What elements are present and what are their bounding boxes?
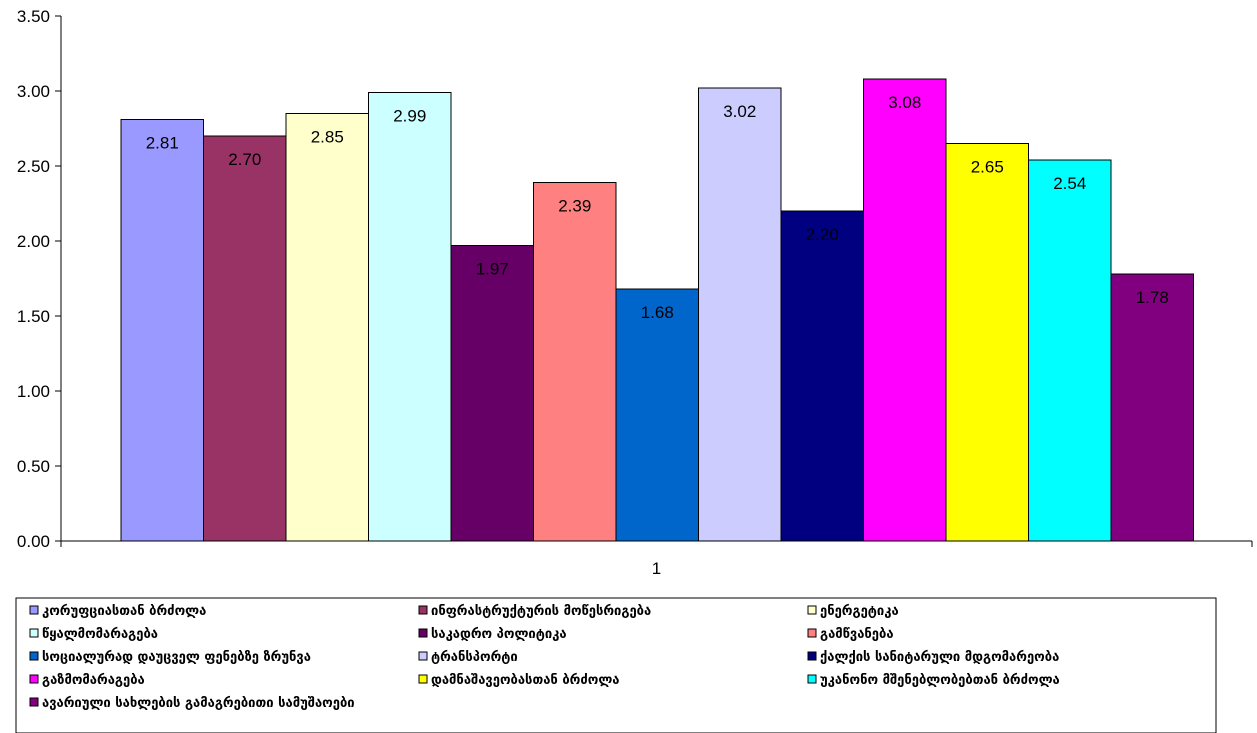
data-label: 1.68	[641, 303, 674, 322]
legend-swatch	[29, 605, 39, 615]
data-label: 1.97	[476, 260, 509, 279]
data-label: 3.08	[888, 93, 921, 112]
legend-label: ავარიული სახლების გამაგრებითი სამუშაოები	[42, 696, 355, 711]
y-tick-label: 3.50	[17, 7, 50, 26]
bar	[863, 78, 947, 542]
bar	[285, 113, 369, 542]
data-label: 2.70	[228, 150, 261, 169]
legend-label: ინფრასტრუქტურის მოწესრიგება	[431, 604, 651, 619]
data-label: 2.99	[393, 107, 426, 126]
y-tick-label: 2.00	[17, 232, 50, 251]
data-label: 2.65	[971, 158, 1004, 177]
legend-label: სოციალურად დაუცველ ფენებზე ზრუნვა	[42, 650, 311, 665]
data-labels: 2.81 2.70 2.85 2.99 1.97 2.39 1.68 3.02 2.20 3.08…	[146, 93, 1169, 322]
y-tick-label: 1.00	[17, 382, 50, 401]
y-tick-label: 3.00	[17, 82, 50, 101]
data-label: 2.20	[806, 225, 839, 244]
bar	[450, 245, 534, 542]
legend-label: დამნაშავეობასთან ბრძოლა	[431, 673, 620, 688]
bar	[945, 143, 1029, 542]
y-tick-label: 1.50	[17, 307, 50, 326]
legend-swatch	[807, 651, 817, 661]
legend-label: გამწვანება	[820, 627, 894, 642]
legend: კორუფციასთან ბრძოლა ინფრასტრუქტურის მოწეს…	[29, 604, 1060, 711]
legend-label: წყალმომარაგება	[42, 627, 158, 642]
data-label: 2.81	[146, 134, 179, 153]
legend-swatch	[807, 605, 817, 615]
x-tick-label: 1	[652, 559, 661, 578]
legend-label: ქალქის სანიტარული მდგომარეობა	[820, 650, 1059, 665]
data-label: 2.85	[311, 128, 344, 147]
legend-swatch	[418, 651, 428, 661]
bar	[1110, 273, 1194, 542]
bar	[698, 87, 782, 542]
legend-label: უკანონო მშენებლობებთან ბრძოლა	[820, 673, 1060, 688]
legend-swatch	[418, 674, 428, 684]
data-label: 2.39	[558, 197, 591, 216]
legend-swatch	[29, 674, 39, 684]
legend-label: ენერგეტიკა	[820, 604, 899, 619]
bar	[203, 135, 287, 542]
bar	[1028, 159, 1112, 542]
bar	[368, 92, 452, 542]
data-label: 2.54	[1053, 174, 1086, 193]
bar	[615, 288, 699, 542]
bar	[533, 182, 617, 542]
bar	[780, 210, 864, 542]
legend-box	[15, 597, 1217, 733]
legend-swatch	[418, 628, 428, 638]
legend-swatch	[29, 697, 39, 707]
y-tick-label: 0.50	[17, 457, 50, 476]
y-tick-label: 0.00	[17, 532, 50, 551]
bar	[120, 119, 204, 542]
y-axis-ticks: 0.00 0.50 1.00 1.50 2.00 2.50 3.00 3.50	[17, 7, 1253, 551]
legend-label: გაზმომარაგება	[42, 673, 145, 688]
bars	[120, 78, 1194, 542]
y-tick-label: 2.50	[17, 157, 50, 176]
legend-swatch	[418, 605, 428, 615]
legend-swatch	[807, 674, 817, 684]
legend-swatch	[807, 628, 817, 638]
legend-label: ტრანსპორტი	[431, 650, 518, 665]
legend-label: კორუფციასთან ბრძოლა	[42, 604, 206, 619]
legend-label: საკადრო პოლიტიკა	[431, 627, 567, 642]
data-label: 3.02	[723, 102, 756, 121]
legend-swatch	[29, 628, 39, 638]
legend-swatch	[29, 651, 39, 661]
data-label: 1.78	[1136, 288, 1169, 307]
